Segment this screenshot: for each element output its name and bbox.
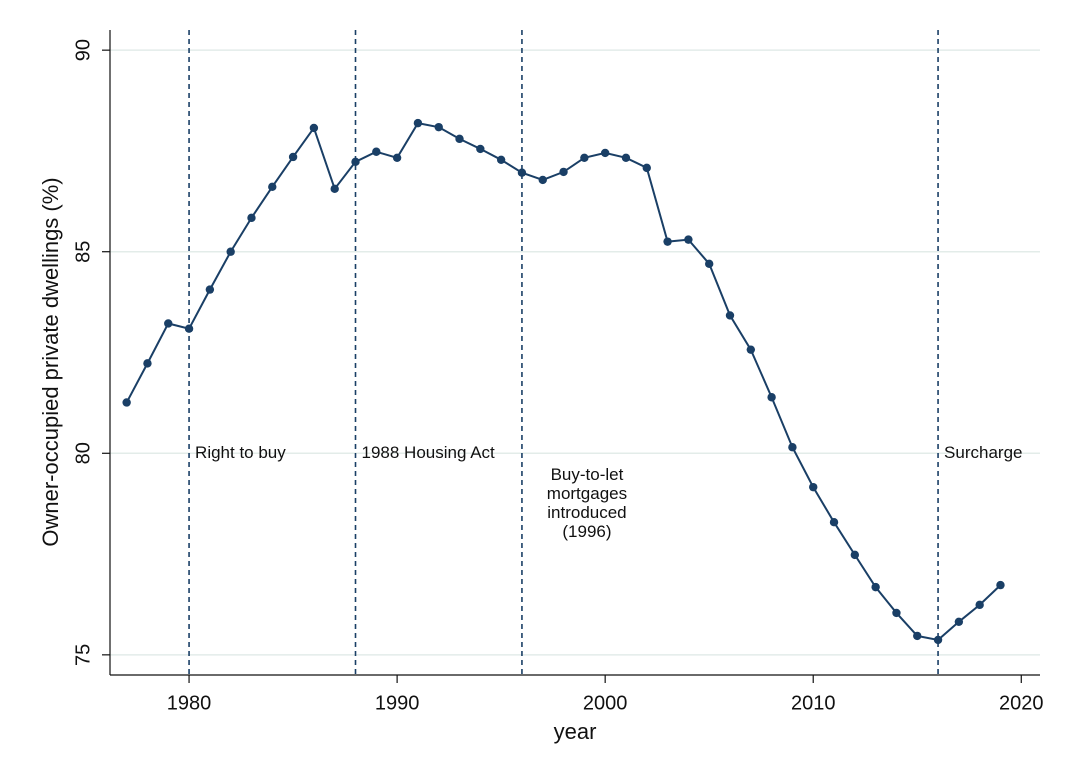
- y-tick-label: 90: [72, 39, 94, 61]
- data-point: [559, 167, 568, 177]
- data-point: [850, 550, 860, 560]
- data-point: [767, 393, 776, 402]
- event-label: mortgages: [547, 484, 627, 503]
- data-point: [247, 213, 256, 223]
- x-axis-label: year: [554, 719, 597, 744]
- event-label: Buy-to-let: [551, 465, 624, 484]
- x-tick-label: 1990: [375, 692, 420, 714]
- data-point: [330, 184, 339, 194]
- data-point: [143, 359, 152, 368]
- data-point: [268, 182, 277, 192]
- x-tick-label: 2010: [791, 692, 836, 714]
- data-point: [476, 144, 485, 154]
- data-point: [954, 617, 964, 626]
- data-point: [496, 155, 506, 165]
- data-point: [996, 580, 1005, 590]
- x-tick-label: 2020: [999, 692, 1044, 714]
- data-point: [372, 147, 381, 156]
- data-point: [642, 163, 651, 173]
- data-point: [205, 285, 215, 294]
- data-point: [288, 152, 298, 162]
- data-point: [725, 311, 735, 320]
- y-tick-label: 75: [72, 644, 94, 666]
- x-tick-label: 2000: [583, 692, 628, 714]
- data-point: [434, 122, 443, 132]
- data-point: [746, 345, 756, 354]
- data-point: [392, 153, 402, 162]
- y-tick-label: 85: [72, 241, 94, 263]
- data-point: [122, 398, 131, 407]
- event-label: 1988 Housing Act: [362, 443, 496, 462]
- data-point: [829, 518, 839, 527]
- event-label: introduced: [547, 503, 626, 522]
- data-point: [164, 319, 173, 328]
- data-point: [517, 168, 527, 177]
- data-point: [684, 235, 693, 244]
- y-tick-label: 80: [72, 442, 94, 464]
- data-point: [226, 247, 235, 256]
- event-label: (1996): [562, 522, 611, 541]
- data-point: [455, 134, 464, 144]
- event-label: Right to buy: [195, 443, 286, 462]
- data-point: [933, 635, 943, 645]
- data-point: [621, 153, 631, 162]
- data-point: [538, 175, 547, 185]
- data-point: [788, 443, 797, 452]
- event-label: Surcharge: [944, 443, 1022, 462]
- data-point: [184, 324, 194, 333]
- data-point: [663, 237, 672, 246]
- data-point: [913, 631, 922, 641]
- data-point: [704, 259, 714, 269]
- x-tick-label: 1980: [167, 692, 212, 714]
- data-point: [809, 482, 818, 492]
- data-point: [871, 582, 880, 592]
- data-point: [975, 600, 984, 610]
- data-point: [580, 153, 589, 162]
- data-point: [600, 148, 610, 158]
- data-point: [413, 118, 423, 128]
- data-point: [309, 123, 319, 133]
- data-point: [351, 157, 360, 167]
- data-point: [892, 608, 901, 618]
- y-axis-label: Owner-occupied private dwellings (%): [38, 177, 63, 546]
